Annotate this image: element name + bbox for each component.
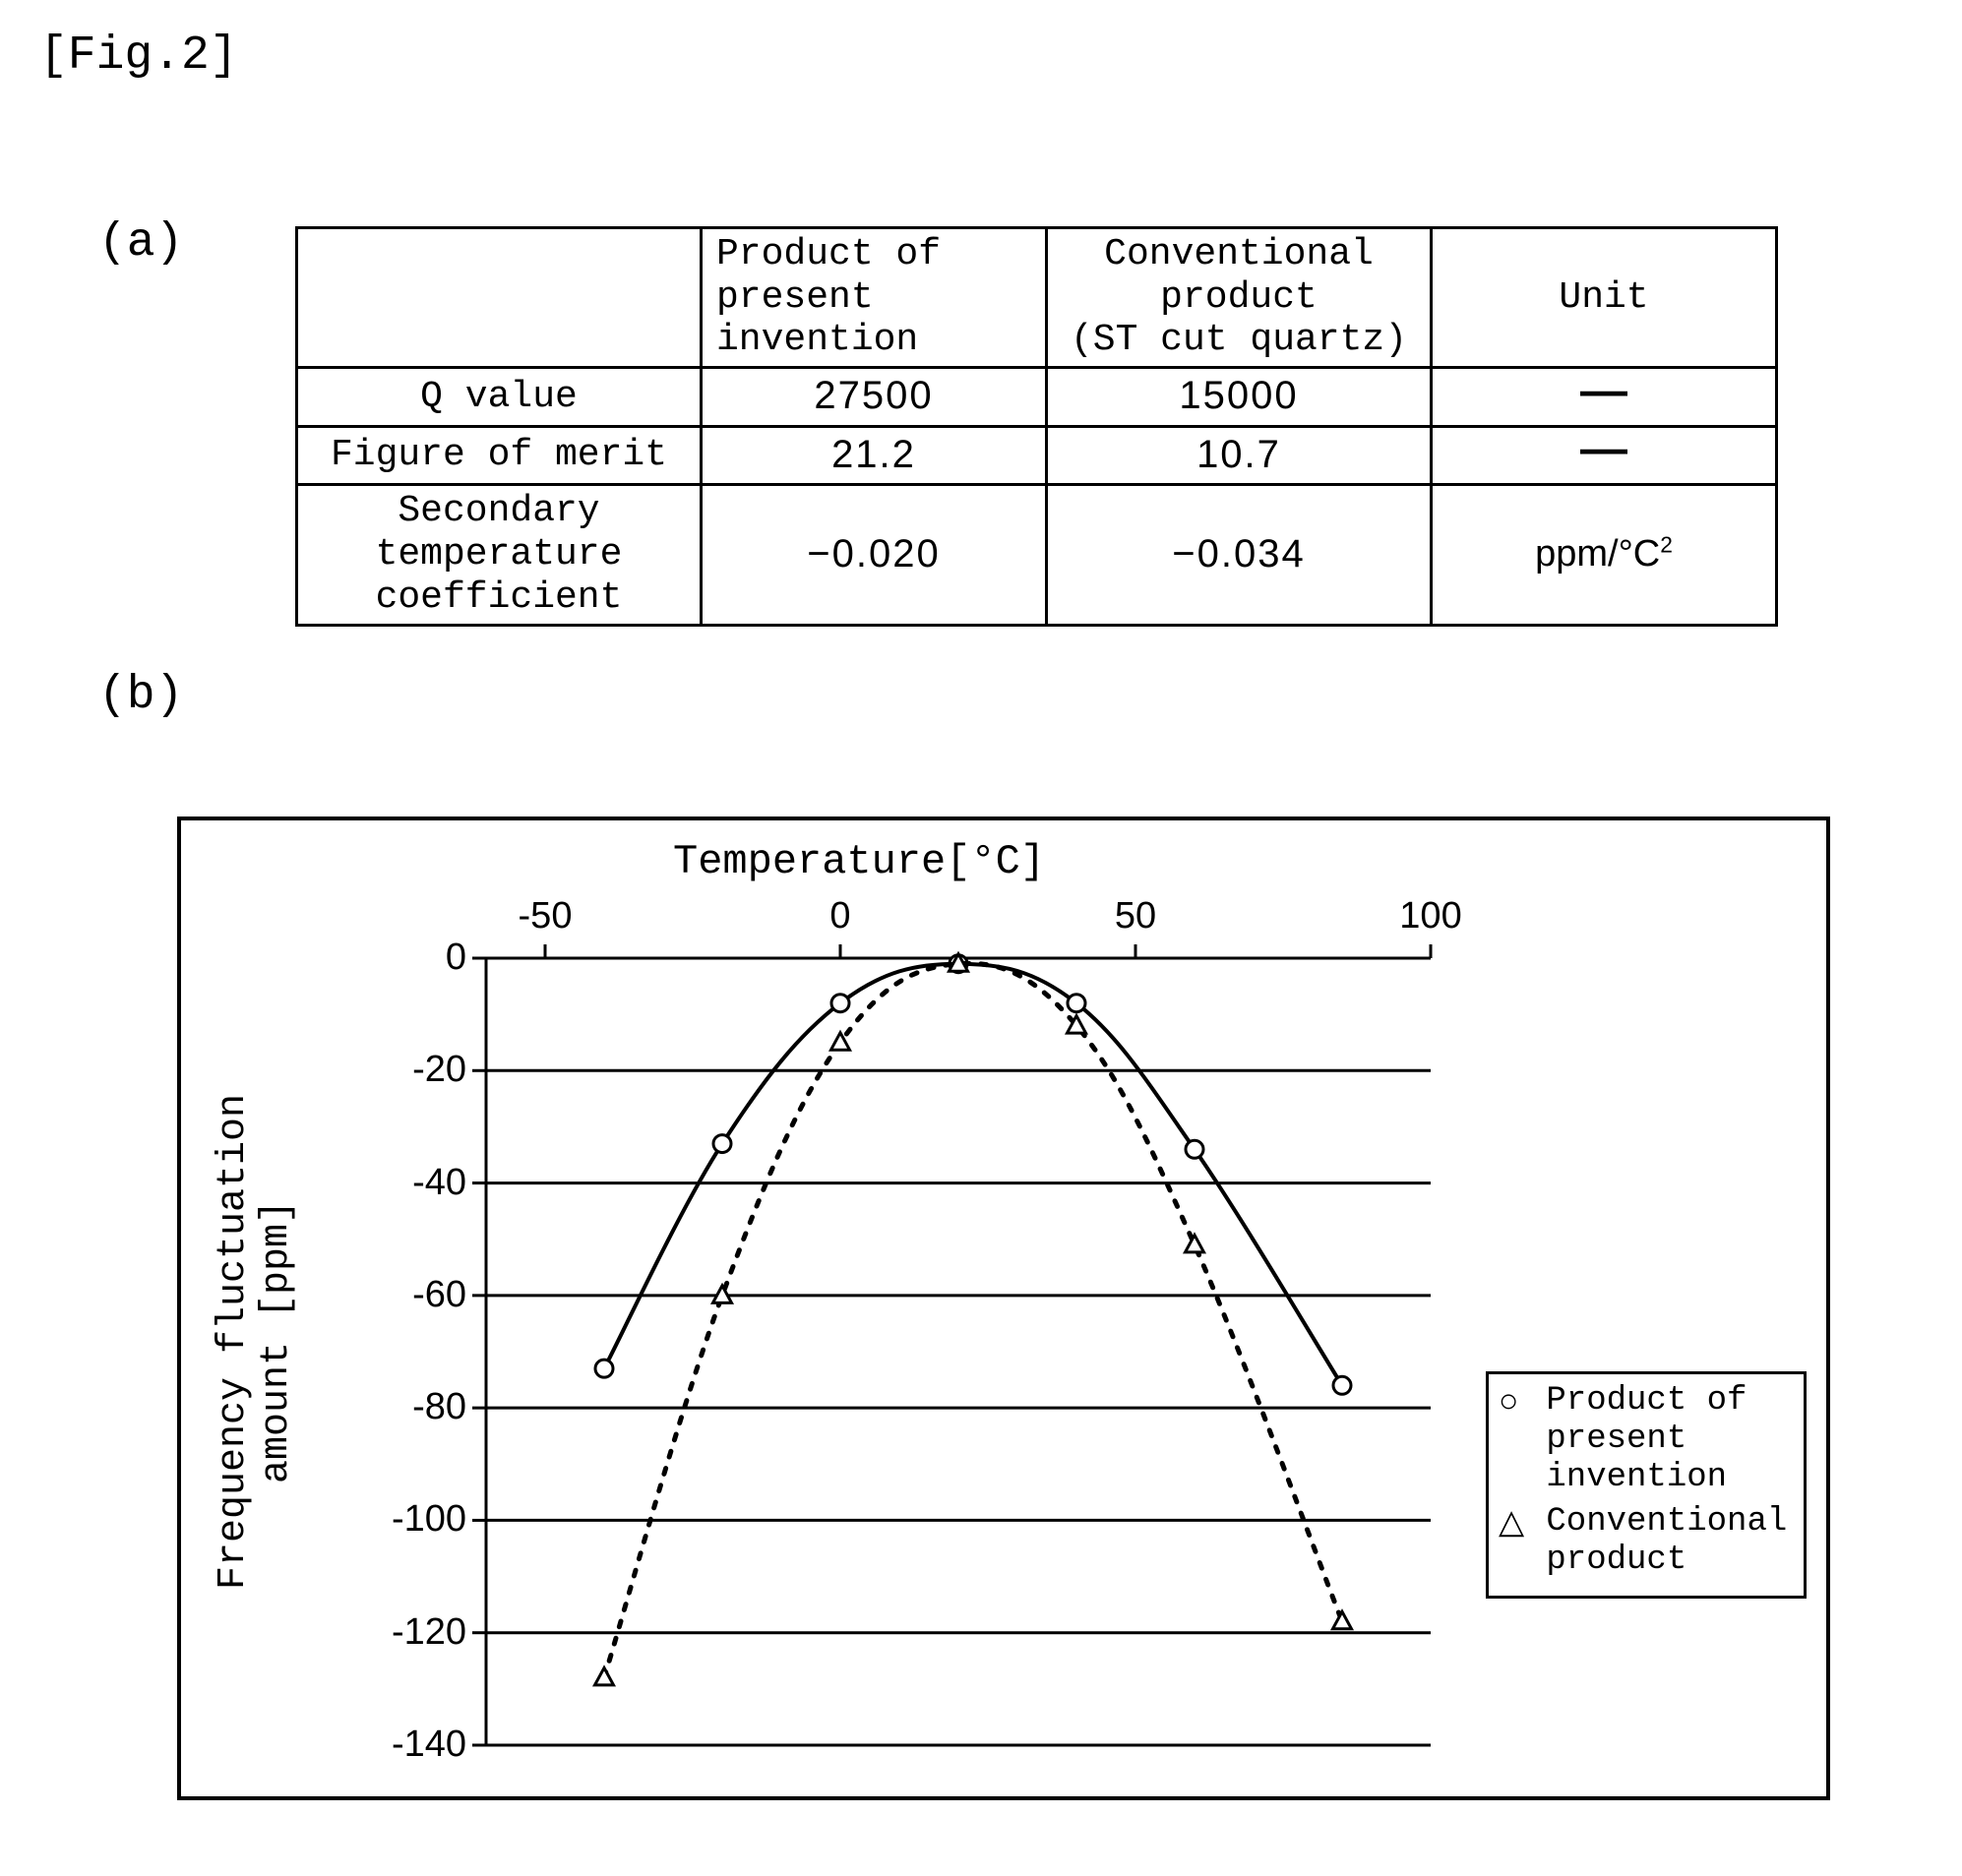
- table-cell-present: 27500: [702, 368, 1047, 427]
- table-cell-conventional: 10.7: [1047, 426, 1432, 485]
- data-point-triangle: [1333, 1611, 1352, 1629]
- table-body: Q value2750015000—Figure of merit21.210.…: [297, 368, 1777, 625]
- chart-legend: ○ Product ofpresentinvention △ Conventio…: [1486, 1371, 1807, 1599]
- data-point-circle: [595, 1360, 613, 1377]
- legend-triangle-icon: △: [1499, 1503, 1526, 1542]
- table-cell-unit: —: [1432, 368, 1777, 427]
- y-tick-label: -100: [358, 1498, 466, 1541]
- y-tick-label: -20: [358, 1049, 466, 1091]
- legend-present-label: Product ofpresentinvention: [1546, 1382, 1792, 1497]
- y-tick-label: 0: [358, 937, 466, 979]
- data-point-triangle: [1186, 1235, 1204, 1252]
- table-header-present-invention: Product ofpresentinvention: [702, 228, 1047, 368]
- x-tick-label: 100: [1391, 895, 1470, 938]
- x-tick-label: 0: [801, 895, 880, 938]
- table-cell-present: −0.020: [702, 485, 1047, 625]
- x-tick-label: 50: [1096, 895, 1175, 938]
- legend-row-present: ○ Product ofpresentinvention: [1499, 1382, 1794, 1497]
- y-tick-label: -140: [358, 1724, 466, 1766]
- table-header-empty: [297, 228, 702, 368]
- temperature-chart: Temperature[°C] Frequency fluctuationamo…: [177, 817, 1830, 1800]
- table-header-row: Product ofpresentinvention Conventionalp…: [297, 228, 1777, 368]
- subpart-b-label: (b): [98, 669, 183, 722]
- table-cell-unit: —: [1432, 426, 1777, 485]
- data-point-circle: [713, 1135, 731, 1153]
- legend-conventional-label: Conventionalproduct: [1546, 1503, 1792, 1580]
- y-tick-label: -80: [358, 1386, 466, 1428]
- figure-label: [Fig.2]: [39, 30, 238, 83]
- table-row-label: Q value: [297, 368, 702, 427]
- legend-row-conventional: △ Conventionalproduct: [1499, 1503, 1794, 1580]
- table-row: Figure of merit21.210.7—: [297, 426, 1777, 485]
- y-tick-label: -40: [358, 1162, 466, 1204]
- table-cell-conventional: 15000: [1047, 368, 1432, 427]
- data-point-circle: [1186, 1140, 1203, 1158]
- table-cell-present: 21.2: [702, 426, 1047, 485]
- y-tick-label: -120: [358, 1611, 466, 1654]
- comparison-table: Product ofpresentinvention Conventionalp…: [295, 226, 1778, 627]
- table-row-label: Figure of merit: [297, 426, 702, 485]
- data-point-triangle: [595, 1667, 614, 1685]
- legend-circle-icon: ○: [1499, 1382, 1526, 1421]
- table-row: Q value2750015000—: [297, 368, 1777, 427]
- table-cell-unit: ppm/°C2: [1432, 485, 1777, 625]
- subpart-a-label: (a): [98, 216, 183, 270]
- table-header-unit: Unit: [1432, 228, 1777, 368]
- data-point-circle: [1333, 1376, 1351, 1394]
- table-row-label: Secondarytemperaturecoefficient: [297, 485, 702, 625]
- data-point-circle: [831, 995, 849, 1012]
- table-row: Secondarytemperaturecoefficient−0.020−0.…: [297, 485, 1777, 625]
- data-point-circle: [1068, 995, 1085, 1012]
- y-tick-label: -60: [358, 1274, 466, 1316]
- x-tick-label: -50: [506, 895, 584, 938]
- table-header-conventional: Conventionalproduct(ST cut quartz): [1047, 228, 1432, 368]
- table-cell-conventional: −0.034: [1047, 485, 1432, 625]
